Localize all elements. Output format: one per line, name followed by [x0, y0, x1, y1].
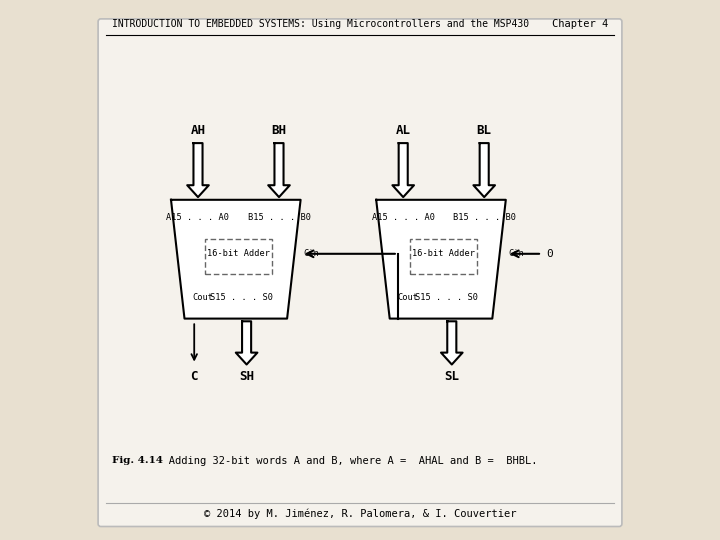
Text: SL: SL [444, 370, 459, 383]
Text: Cin: Cin [303, 249, 319, 258]
Text: © 2014 by M. Jiménez, R. Palomera, & I. Couvertier: © 2014 by M. Jiménez, R. Palomera, & I. … [204, 509, 516, 519]
Polygon shape [269, 143, 290, 197]
Text: AL: AL [396, 124, 410, 137]
Text: S15 . . . S0: S15 . . . S0 [210, 293, 273, 302]
Polygon shape [474, 143, 495, 197]
Text: BH: BH [271, 124, 287, 137]
Polygon shape [236, 321, 258, 365]
Text: Adding 32-bit words A and B, where A =  AHAL and B =  BHBL.: Adding 32-bit words A and B, where A = A… [150, 456, 538, 467]
Polygon shape [171, 200, 301, 319]
Text: INTRODUCTION TO EMBEDDED SYSTEMS: Using Microcontrollers and the MSP430: INTRODUCTION TO EMBEDDED SYSTEMS: Using … [112, 19, 528, 29]
Text: B15 . . . B0: B15 . . . B0 [248, 213, 310, 222]
Polygon shape [187, 143, 209, 197]
Text: SH: SH [239, 370, 254, 383]
Text: Cout: Cout [397, 293, 419, 302]
Text: 16-bit Adder: 16-bit Adder [207, 249, 270, 258]
Bar [410, 239, 477, 274]
Text: Fig. 4.14: Fig. 4.14 [112, 456, 163, 465]
Polygon shape [441, 321, 463, 365]
Text: C: C [191, 370, 198, 383]
Text: S15 . . . S0: S15 . . . S0 [415, 293, 478, 302]
Text: A15 . . . A0: A15 . . . A0 [166, 213, 230, 222]
Text: A15 . . . A0: A15 . . . A0 [372, 213, 435, 222]
Text: B15 . . . B0: B15 . . . B0 [453, 213, 516, 222]
FancyBboxPatch shape [98, 19, 622, 526]
Text: Cin: Cin [508, 249, 524, 258]
Text: 16-bit Adder: 16-bit Adder [412, 249, 475, 258]
Text: BL: BL [477, 124, 492, 137]
Polygon shape [392, 143, 414, 197]
Polygon shape [376, 200, 505, 319]
Text: Cout: Cout [193, 293, 214, 302]
Text: AH: AH [191, 124, 205, 137]
Text: 0: 0 [546, 249, 553, 259]
Text: Chapter 4: Chapter 4 [552, 19, 608, 29]
Bar [204, 239, 272, 274]
